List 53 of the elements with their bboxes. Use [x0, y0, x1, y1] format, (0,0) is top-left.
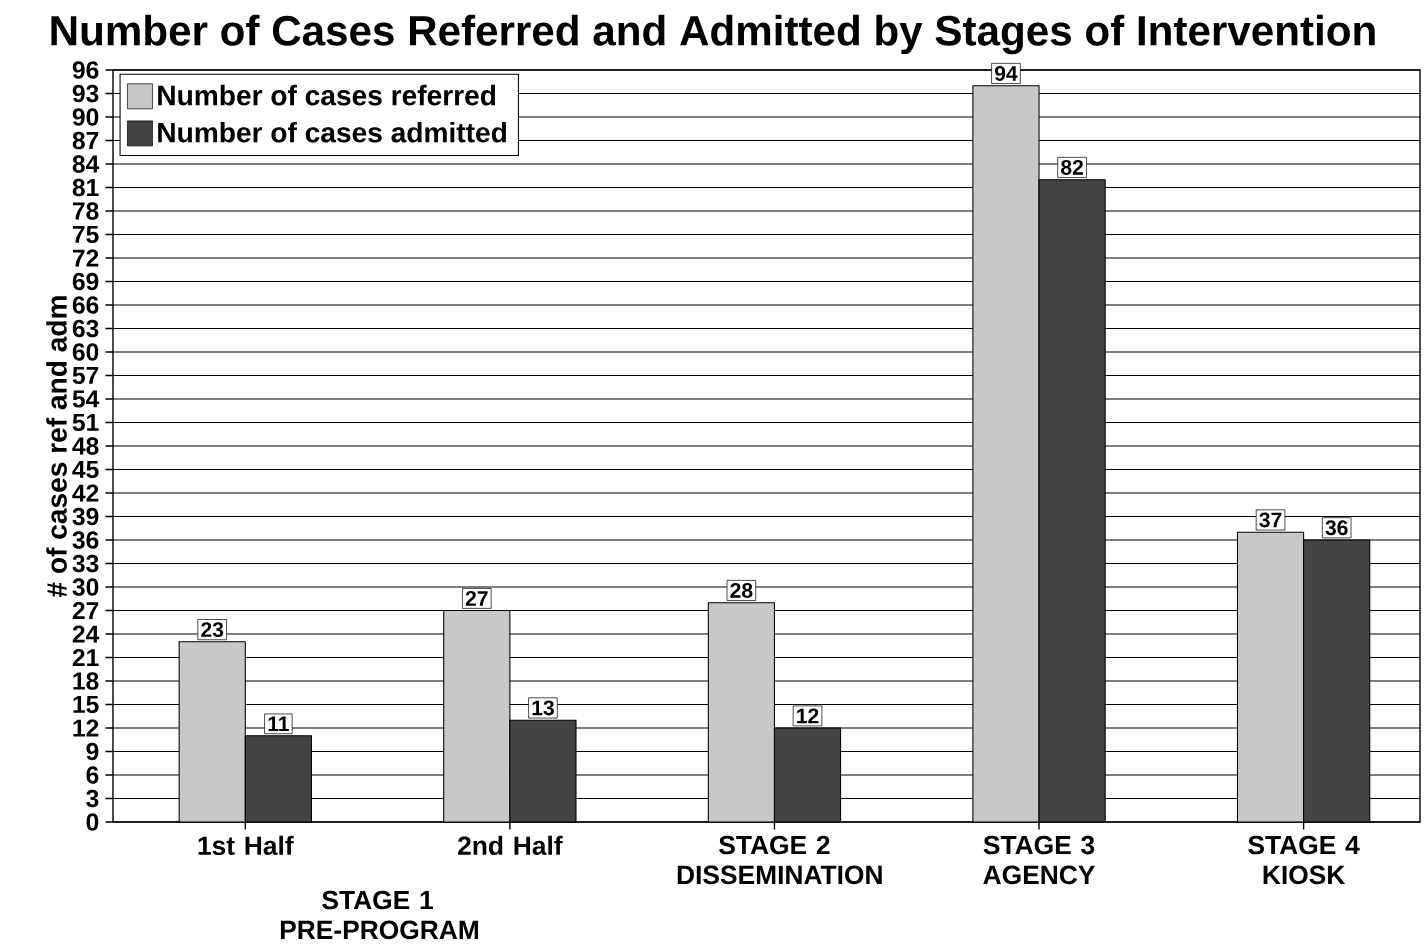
x-tick-label: STAGE 2 DISSEMINATION	[677, 835, 882, 885]
y-tick-label: 96	[72, 61, 99, 79]
y-tick-label: 81	[72, 178, 99, 197]
y-tick-label: 6	[86, 766, 99, 784]
data-label: 27	[465, 591, 488, 606]
y-tick-label: 72	[72, 249, 99, 267]
text: STAGE 1 PRE-PROGRAM	[280, 890, 479, 940]
data-label: 28	[730, 583, 753, 598]
data-label: 37	[1259, 512, 1282, 528]
legend-label: Number of cases referred	[158, 84, 496, 106]
y-tick-label: 36	[72, 531, 99, 549]
y-tick-label: 12	[73, 719, 99, 737]
data-label: 23	[201, 622, 224, 638]
y-tick-label: 54	[72, 390, 100, 408]
y-tick-label: 3	[86, 789, 99, 808]
y-tick-label: 45	[72, 460, 99, 479]
y-tick-label: 93	[72, 84, 99, 103]
legend-label: Number of cases admitted	[158, 121, 506, 143]
data-label: 11	[268, 716, 289, 732]
y-tick-label: 87	[72, 131, 99, 150]
y-tick-label: 69	[72, 272, 99, 291]
y-tick-label: 60	[72, 343, 99, 361]
y-tick-label: 9	[86, 742, 99, 761]
y-tick-label: 48	[72, 437, 99, 455]
y-tick-label: 84	[72, 155, 100, 173]
y-tick-label: 63	[72, 319, 99, 338]
chart-title: Number of Cases Referred and Admitted by Stages of Intervention	[51, 14, 1375, 55]
data-label: 36	[1325, 520, 1348, 536]
y-tick-label: 51	[72, 413, 99, 432]
y-tick-label: 33	[72, 554, 99, 573]
x-tick-label: STAGE 3 AGENCY	[983, 835, 1095, 885]
x-tick-label: 2nd Half	[458, 835, 563, 856]
y-tick-label: 21	[72, 648, 99, 667]
y-tick-label: 78	[72, 202, 99, 220]
y-tick-label: 15	[73, 695, 99, 714]
data-label: 94	[994, 66, 1018, 81]
y-tick-label: 18	[73, 672, 99, 690]
y-axis-title: # of cases ref and adm	[46, 296, 67, 598]
y-tick-label: 27	[72, 601, 99, 620]
y-tick-label: 66	[72, 296, 99, 314]
y-tick-label: 24	[72, 625, 100, 643]
y-tick-label: 0	[86, 813, 99, 831]
data-label: 82	[1061, 160, 1083, 175]
y-tick-label: 75	[72, 225, 99, 244]
data-label: 13	[532, 700, 554, 716]
y-tick-label: 57	[72, 366, 99, 385]
y-tick-label: 90	[72, 108, 99, 126]
x-tick-label: STAGE 4 KIOSK	[1248, 835, 1360, 885]
y-tick-label: 42	[72, 484, 99, 502]
y-tick-label: 30	[72, 578, 99, 596]
y-tick-label: 39	[72, 507, 99, 526]
x-tick-label: 1st Half	[198, 835, 294, 856]
data-label: 12	[797, 708, 819, 724]
